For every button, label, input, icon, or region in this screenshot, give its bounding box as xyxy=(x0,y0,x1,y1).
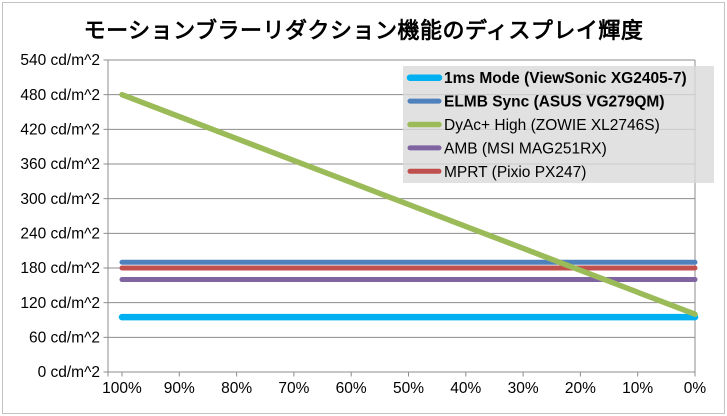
legend-label-elmb-sync-asus: ELMB Sync (ASUS VG279QM) xyxy=(444,94,665,111)
y-tick-label: 0 cd/m^2 xyxy=(38,364,100,381)
legend-label-mprt-pixio: MPRT (Pixio PX247) xyxy=(444,164,586,181)
x-tick-label: 70% xyxy=(278,380,309,397)
x-tick-label: 90% xyxy=(164,380,195,397)
x-tick-label: 50% xyxy=(393,380,424,397)
x-tick-label: 100% xyxy=(102,380,142,397)
series-line-dyac-high-zowie xyxy=(119,91,698,317)
legend-label-amb-msi: AMB (MSI MAG251RX) xyxy=(444,140,607,157)
y-tick-label: 120 cd/m^2 xyxy=(20,295,100,312)
y-tick-label: 540 cd/m^2 xyxy=(20,52,100,69)
x-tick-label: 80% xyxy=(221,380,252,397)
y-tick-label: 480 cd/m^2 xyxy=(20,87,100,104)
y-tick-label: 60 cd/m^2 xyxy=(29,330,100,347)
chart-title: モーションブラーリダクション機能のディスプレイ輝度 xyxy=(83,18,644,43)
x-tick-label: 10% xyxy=(622,380,653,397)
x-tick-label: 40% xyxy=(450,380,481,397)
y-tick-label: 180 cd/m^2 xyxy=(20,260,100,277)
legend-box xyxy=(403,66,714,183)
legend-label-dyac-high-zowie: DyAc+ High (ZOWIE XL2746S) xyxy=(444,117,660,134)
x-tick-label: 0% xyxy=(684,380,707,397)
legend-label-1ms-mode-viewsonic: 1ms Mode (ViewSonic XG2405-7) xyxy=(444,70,687,87)
x-tick-label: 60% xyxy=(336,380,367,397)
y-tick-label: 360 cd/m^2 xyxy=(20,156,100,173)
x-tick-label: 30% xyxy=(508,380,539,397)
x-tick-label: 20% xyxy=(565,380,596,397)
y-tick-label: 240 cd/m^2 xyxy=(20,226,100,243)
y-tick-label: 300 cd/m^2 xyxy=(20,191,100,208)
y-tick-label: 420 cd/m^2 xyxy=(20,122,100,139)
